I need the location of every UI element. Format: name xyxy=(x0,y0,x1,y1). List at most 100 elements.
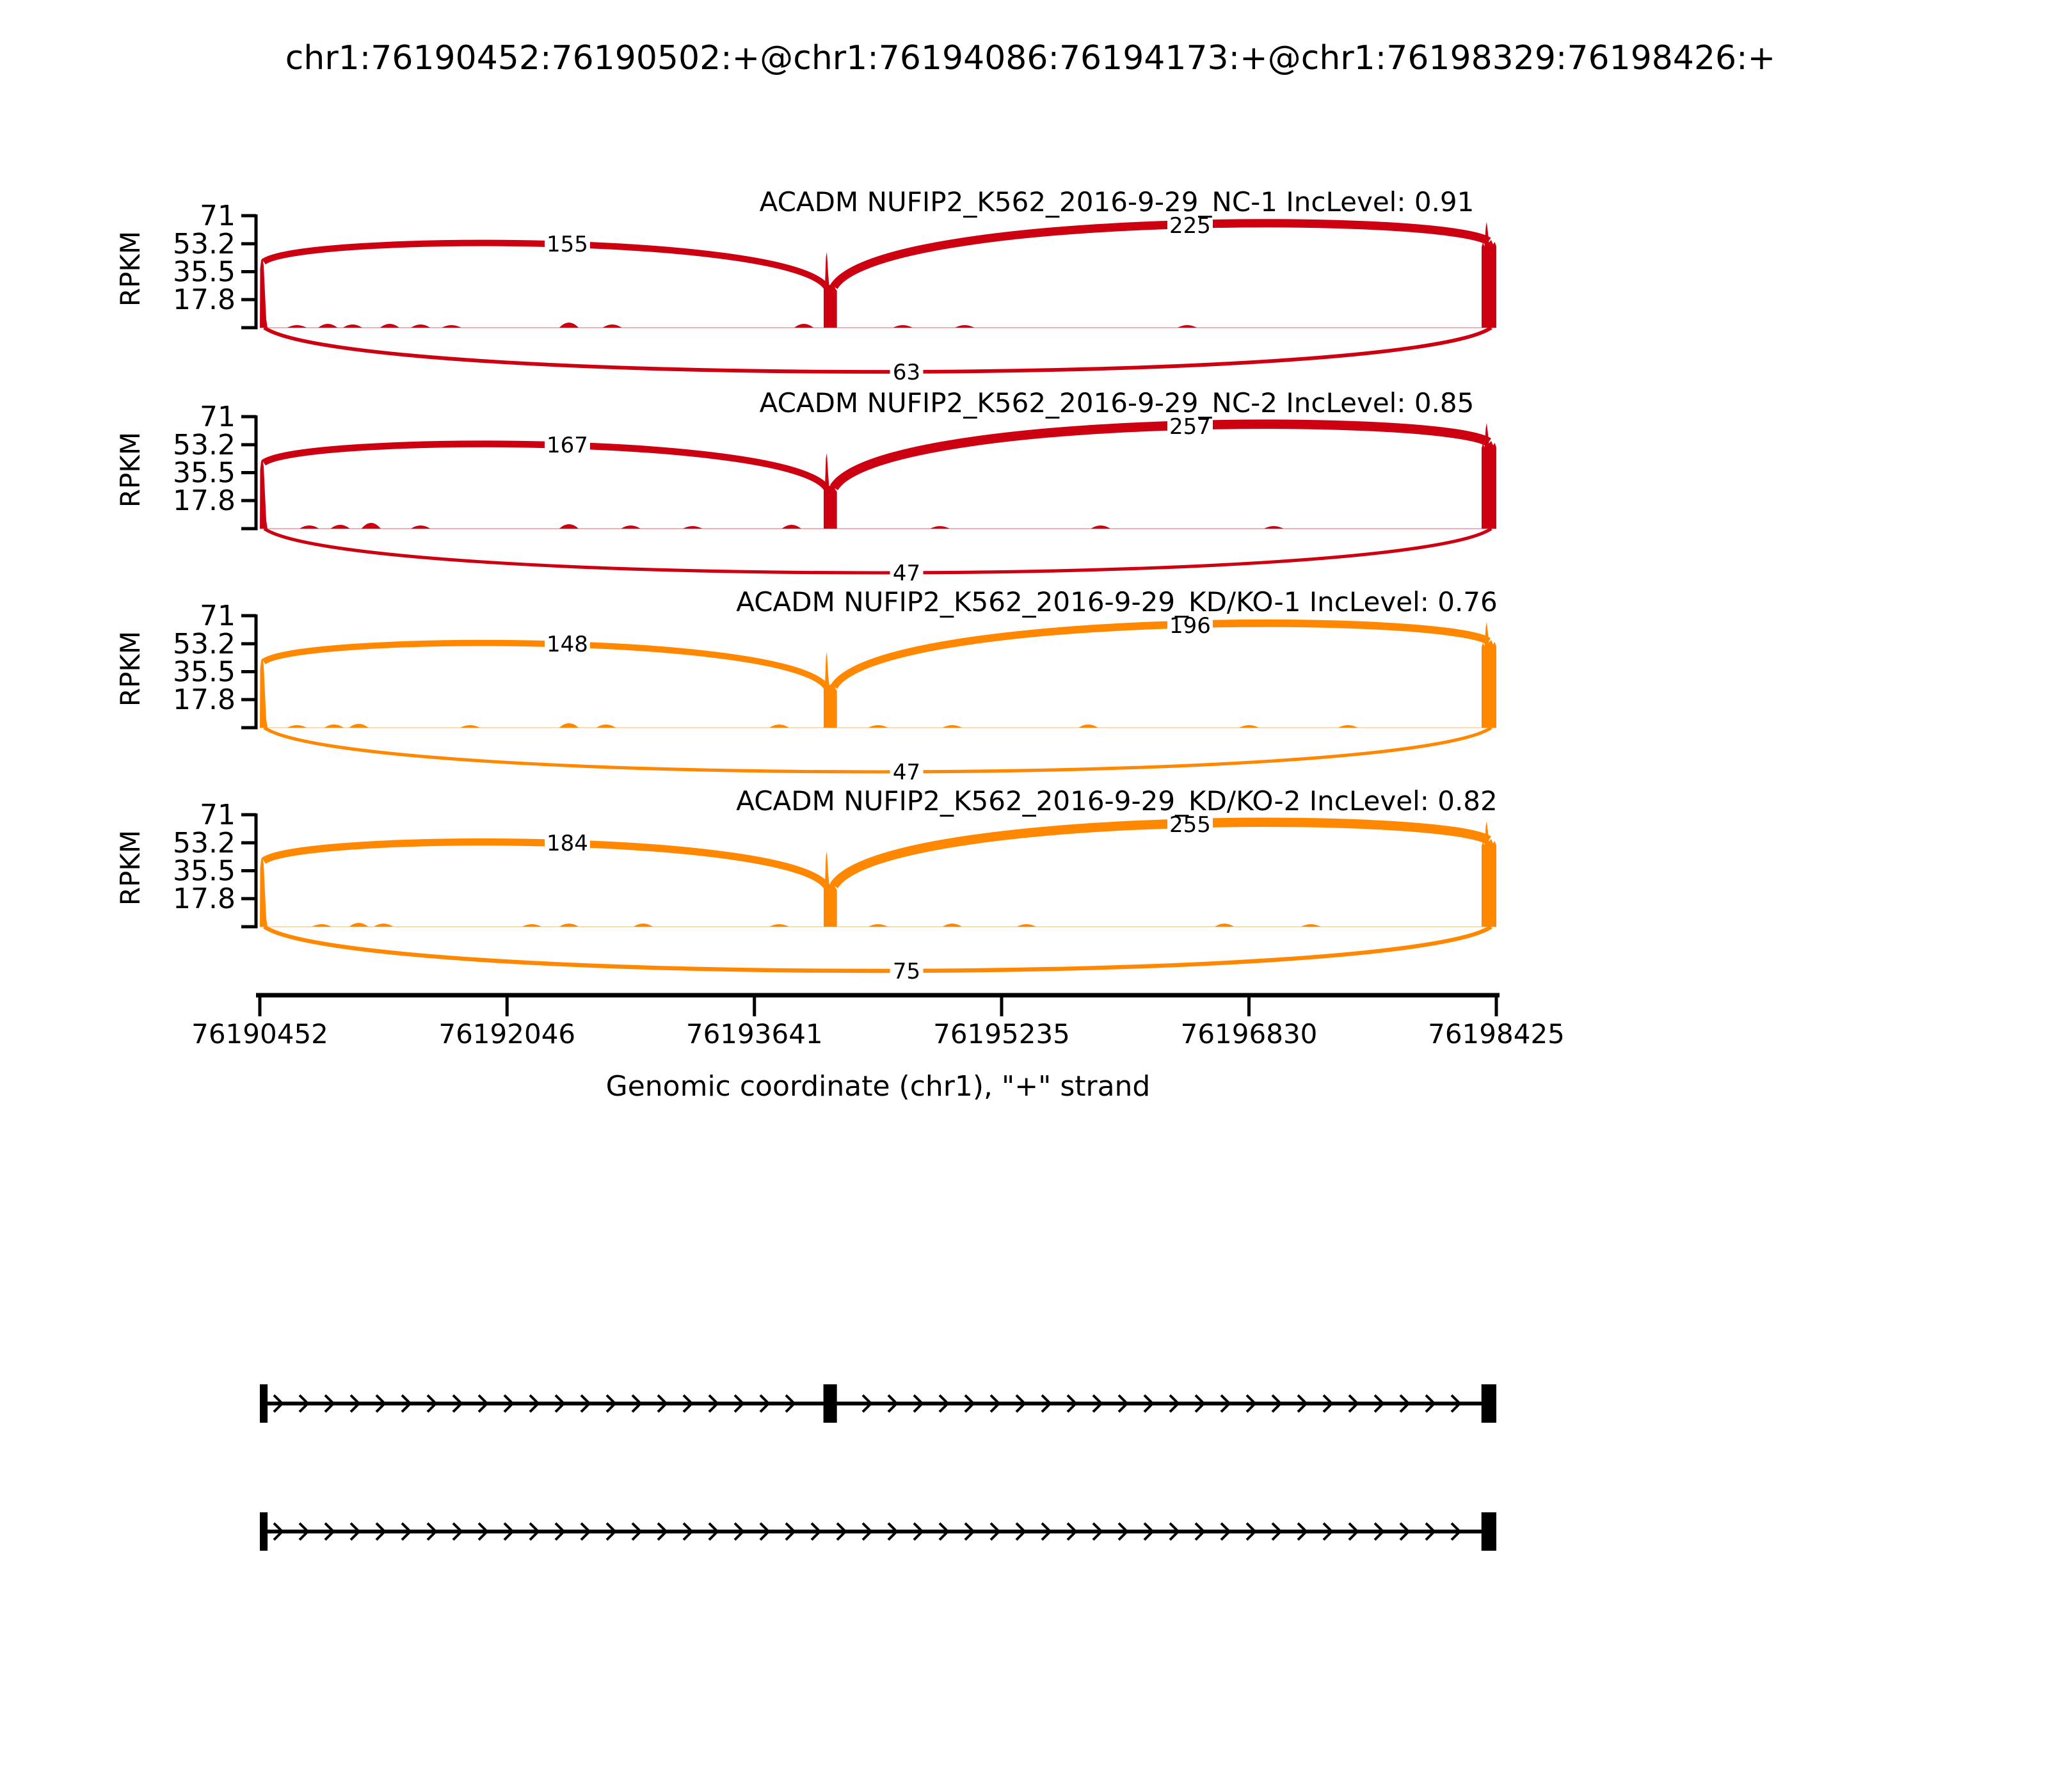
strand-arrow-icon xyxy=(375,1394,387,1413)
junction-count-bg xyxy=(890,360,924,385)
x-axis-title: Genomic coordinate (chr1), "+" strand xyxy=(606,1070,1151,1103)
strand-arrow-icon xyxy=(657,1522,668,1541)
strand-arrow-icon xyxy=(759,1522,771,1541)
strand-arrow-icon xyxy=(1015,1522,1027,1541)
junction-count-bg xyxy=(1167,413,1213,438)
coverage-noise xyxy=(794,324,814,328)
y-axis-title: RPKM xyxy=(115,432,146,508)
coverage-exon-3 xyxy=(1482,621,1496,728)
y-tick-label: 71 xyxy=(200,600,236,632)
strand-arrow-icon xyxy=(1399,1394,1411,1413)
coverage-noise xyxy=(868,924,888,927)
y-tick-label: 53.2 xyxy=(173,628,236,660)
junction-count-bg xyxy=(890,760,924,785)
strand-arrow-icon xyxy=(836,1522,847,1541)
strand-arrow-icon xyxy=(1373,1394,1385,1413)
coverage-noise xyxy=(1078,724,1098,728)
y-tick-label: 53.2 xyxy=(173,228,236,260)
coverage-noise xyxy=(287,725,307,728)
strand-arrow-icon xyxy=(503,1522,515,1541)
coverage-noise xyxy=(380,324,399,328)
strand-arrow-icon xyxy=(1092,1394,1103,1413)
strand-arrow-icon xyxy=(861,1522,873,1541)
strand-arrow-icon xyxy=(631,1522,643,1541)
coverage-noise xyxy=(769,924,789,927)
junction-arc xyxy=(830,619,1491,689)
strand-arrow-icon xyxy=(324,1394,335,1413)
coverage-noise xyxy=(1091,525,1110,529)
coverage-noise xyxy=(1016,924,1036,927)
junction-count-label: 184 xyxy=(547,831,588,856)
junction-arc xyxy=(829,817,1491,889)
coverage-noise xyxy=(1214,924,1234,927)
strand-arrow-icon xyxy=(887,1522,899,1541)
x-tick-label: 76190452 xyxy=(191,1018,328,1050)
strand-arrow-icon xyxy=(1297,1394,1308,1413)
junction-count-label: 255 xyxy=(1169,812,1211,838)
strand-arrow-icon xyxy=(1348,1522,1359,1541)
coverage-noise xyxy=(411,324,431,328)
strand-arrow-icon xyxy=(452,1394,463,1413)
coverage-noise xyxy=(1178,325,1197,328)
coverage-noise xyxy=(955,325,975,328)
strand-arrow-icon xyxy=(452,1522,463,1541)
coverage-noise xyxy=(893,325,913,328)
strand-arrow-icon xyxy=(349,1522,361,1541)
coverage-exon-2 xyxy=(824,851,837,927)
coverage-noise xyxy=(287,325,307,328)
coverage-exon-1 xyxy=(260,857,268,927)
strand-arrow-icon xyxy=(989,1522,1001,1541)
strand-arrow-icon xyxy=(1271,1394,1283,1413)
junction-count-label: 225 xyxy=(1169,213,1211,239)
y-tick-label: 53.2 xyxy=(173,827,236,860)
strand-arrow-icon xyxy=(477,1522,489,1541)
strand-arrow-icon xyxy=(1373,1522,1385,1541)
coverage-exon-2 xyxy=(824,452,837,529)
junction-count-label: 47 xyxy=(893,561,920,586)
strand-arrow-icon xyxy=(708,1522,719,1541)
coverage-noise xyxy=(559,524,579,529)
junction-arc xyxy=(829,419,1491,491)
strand-arrow-icon xyxy=(1169,1522,1180,1541)
junction-count-label: 167 xyxy=(547,433,588,458)
y-tick-label: 71 xyxy=(200,401,236,433)
x-tick-label: 76192046 xyxy=(438,1018,575,1050)
strand-arrow-icon xyxy=(503,1394,515,1413)
coverage-noise xyxy=(300,525,319,529)
strand-arrow-icon xyxy=(657,1394,668,1413)
y-tick-label: 17.8 xyxy=(173,484,236,517)
junction-count-label: 63 xyxy=(893,360,920,385)
junction-count-bg xyxy=(545,631,590,656)
strand-arrow-icon xyxy=(1271,1522,1283,1541)
coverage-noise xyxy=(930,526,950,529)
coverage-noise xyxy=(559,924,579,927)
strand-arrow-icon xyxy=(580,1522,591,1541)
strand-arrow-icon xyxy=(938,1522,950,1541)
junction-count-label: 47 xyxy=(893,760,920,785)
exon-box xyxy=(1481,1512,1496,1551)
strand-arrow-icon xyxy=(554,1394,566,1413)
coverage-exon-2 xyxy=(824,252,837,328)
strand-arrow-icon xyxy=(477,1394,489,1413)
coverage-noise xyxy=(324,724,344,728)
strand-arrow-icon xyxy=(1117,1394,1129,1413)
strand-arrow-icon xyxy=(1450,1522,1462,1541)
coverage-exon-1 xyxy=(260,658,268,728)
exon-box xyxy=(260,1384,268,1423)
track-title: ACADM NUFIP2_K562_2016-9-29_NC-2 IncLeve… xyxy=(760,387,1475,419)
coverage-noise xyxy=(942,725,962,728)
strand-arrow-icon xyxy=(861,1394,873,1413)
y-axis-title: RPKM xyxy=(115,631,146,707)
exon-box xyxy=(1481,1384,1496,1423)
strand-arrow-icon xyxy=(1143,1522,1155,1541)
coverage-noise xyxy=(312,924,332,927)
y-axis-title: RPKM xyxy=(115,830,146,906)
strand-arrow-icon xyxy=(554,1522,566,1541)
coverage-noise xyxy=(602,324,622,328)
coverage-noise xyxy=(942,924,962,927)
y-axis-title: RPKM xyxy=(115,231,146,307)
strand-arrow-icon xyxy=(1322,1522,1334,1541)
